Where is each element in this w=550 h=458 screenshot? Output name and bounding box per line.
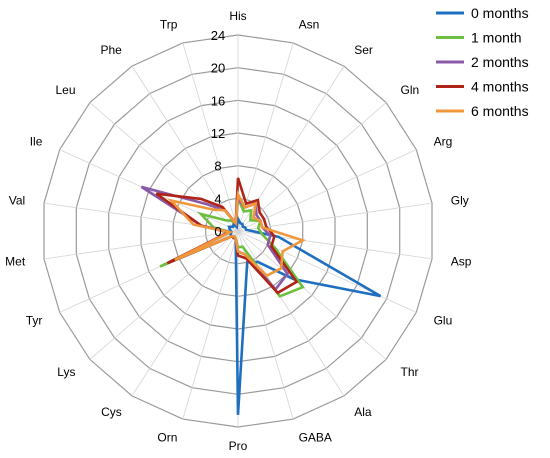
category-label-pro: Pro [229, 439, 248, 453]
legend-label-4-months: 4 months [471, 79, 529, 95]
legend-label-1-month: 1 month [471, 30, 522, 46]
legend-label-6-months: 6 months [471, 103, 529, 119]
spoke-met [43, 230, 239, 260]
legend-label-2-months: 2 months [471, 54, 529, 70]
tick-label-20: 20 [211, 61, 225, 76]
category-label-trp: Trp [160, 18, 178, 32]
category-label-gly: Gly [451, 193, 469, 207]
category-label-ser: Ser [354, 43, 373, 57]
category-label-tyr: Tyr [26, 313, 43, 327]
spoke-thr [237, 230, 387, 360]
spoke-ser [237, 65, 345, 232]
radial-tick-labels: 0 4 8 12 16 20 24 [211, 28, 225, 239]
category-label-phe: Phe [100, 43, 122, 57]
spoke-gln [237, 102, 387, 232]
category-label-orn: Orn [157, 430, 177, 444]
legend-label-0-months: 0 months [471, 5, 529, 21]
spoke-orn [182, 230, 239, 420]
category-label-asp: Asp [451, 255, 472, 269]
spoke-glu [237, 230, 417, 313]
series-line-6-months [167, 189, 306, 278]
tick-label-16: 16 [211, 93, 225, 108]
category-labels: His Asn Ser Gln Arg Gly Asp Glu Thr Ala GABA Pro Orn… [5, 9, 472, 453]
category-label-thr: Thr [401, 365, 419, 379]
category-label-met: Met [5, 255, 26, 269]
category-label-ala: Ala [354, 405, 372, 419]
radar-series [140, 177, 382, 415]
spoke-ala [237, 230, 345, 397]
spoke-asn [237, 42, 294, 232]
category-label-gln: Gln [401, 83, 420, 97]
category-label-his: His [229, 9, 246, 23]
spoke-tyr [59, 230, 239, 313]
category-label-asn: Asn [299, 18, 320, 32]
spoke-phe [131, 65, 239, 232]
spoke-lys [89, 230, 239, 360]
spoke-cys [131, 230, 239, 397]
category-label-val: Val [9, 193, 25, 207]
category-label-gaba: GABA [299, 430, 332, 444]
tick-label-12: 12 [211, 126, 225, 141]
series-line-0-months [227, 214, 382, 415]
category-label-arg: Arg [434, 135, 453, 149]
category-label-glu: Glu [434, 313, 453, 327]
tick-label-0: 0 [214, 224, 221, 239]
legend: 0 months 1 month 2 months 4 months 6 months [436, 5, 529, 119]
tick-label-4: 4 [214, 191, 221, 206]
tick-label-8: 8 [214, 159, 221, 174]
category-label-leu: Leu [55, 83, 75, 97]
spoke-trp [182, 42, 239, 232]
category-label-ile: Ile [30, 135, 43, 149]
tick-label-24: 24 [211, 28, 225, 43]
series-line-4-months [155, 177, 299, 295]
category-label-lys: Lys [57, 365, 75, 379]
spoke-arg [237, 149, 417, 232]
spoke-gly [237, 202, 433, 232]
category-label-cys: Cys [101, 405, 122, 419]
